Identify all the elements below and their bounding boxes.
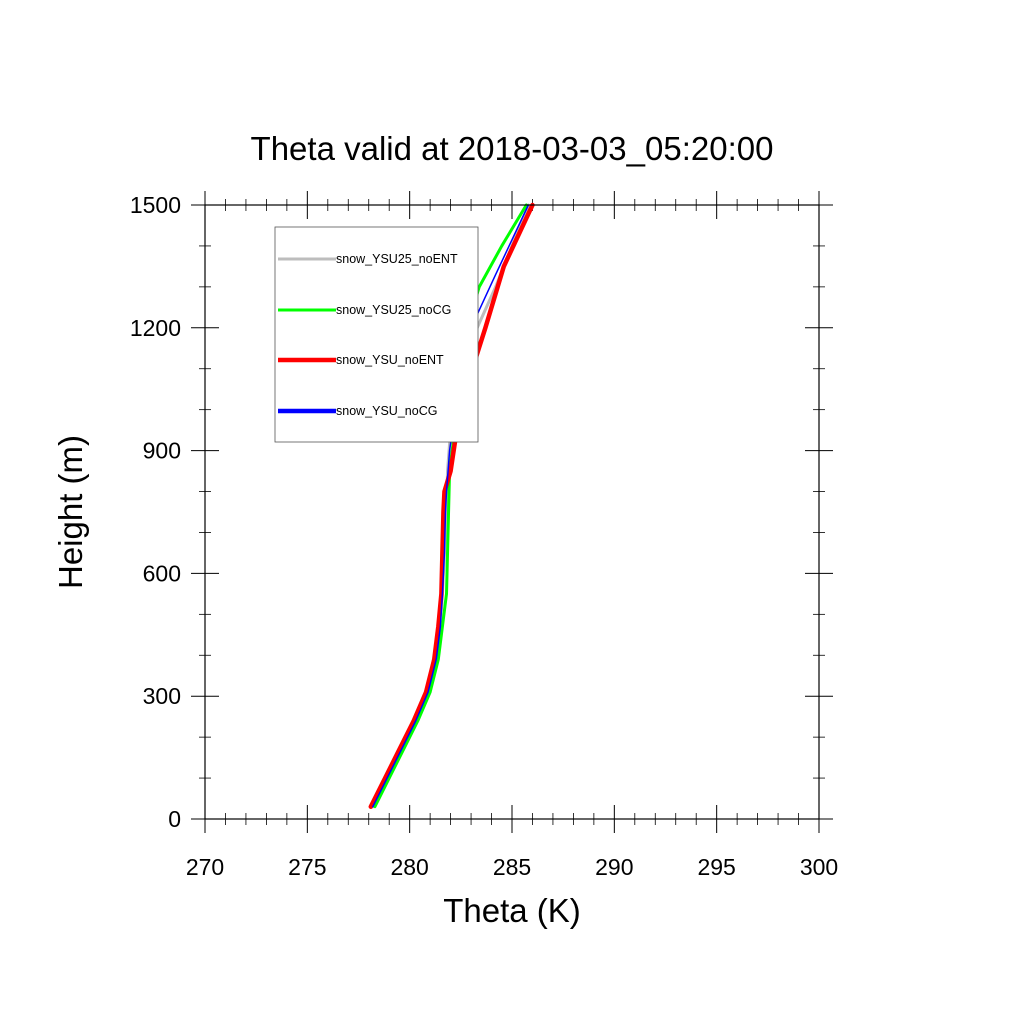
legend-label-snow_YSU25_noENT: snow_YSU25_noENT (336, 252, 458, 266)
x-tick-label: 295 (697, 854, 735, 880)
y-tick-label: 0 (168, 806, 181, 832)
y-axis-title: Height (m) (52, 435, 89, 589)
y-tick-label: 300 (143, 683, 181, 709)
legend: snow_YSU25_noENT snow_YSU25_noCG snow_YSU_… (274, 226, 479, 443)
y-tick-label: 1200 (130, 315, 181, 341)
legend-label-snow_YSU_noENT: snow_YSU_noENT (336, 353, 444, 367)
legend-label-snow_YSU_noCG: snow_YSU_noCG (336, 404, 437, 418)
x-tick-label: 285 (493, 854, 531, 880)
x-tick-label: 300 (800, 854, 838, 880)
x-tick-label: 280 (390, 854, 428, 880)
x-tick-label: 290 (595, 854, 633, 880)
legend-box (274, 226, 479, 443)
axis-tick-labels: 270 275 280 285 290 295 300 0 300 600 900 1200 1500 (130, 192, 838, 880)
y-tick-label: 1500 (130, 192, 181, 218)
chart-title: Theta valid at 2018-03-03_05:20:00 (251, 130, 774, 167)
x-axis-title: Theta (K) (443, 892, 581, 929)
y-tick-label: 900 (143, 438, 181, 464)
legend-label-snow_YSU25_noCG: snow_YSU25_noCG (336, 303, 451, 317)
x-tick-label: 275 (288, 854, 326, 880)
y-tick-label: 600 (143, 560, 181, 586)
x-tick-label: 270 (186, 854, 224, 880)
plot-frame (204, 204, 820, 820)
